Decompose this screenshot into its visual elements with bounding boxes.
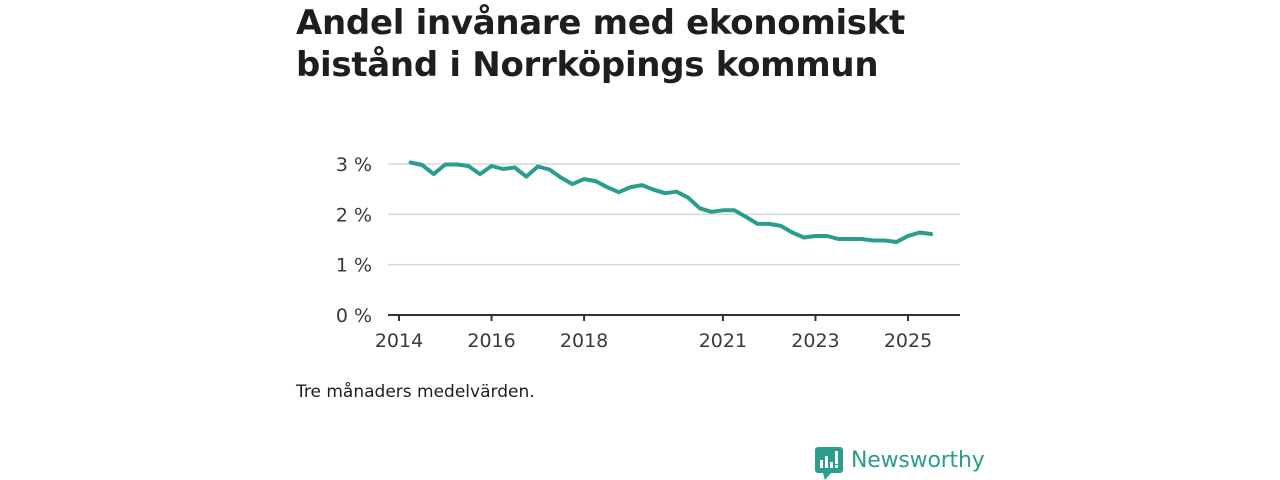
x-tick-label: 2025 bbox=[884, 330, 932, 352]
chart-caption: Tre månaders medelvärden. bbox=[296, 382, 535, 402]
x-tick-label: 2021 bbox=[699, 330, 747, 352]
x-tick-label: 2023 bbox=[791, 330, 839, 352]
y-tick-label: 1 % bbox=[336, 255, 372, 277]
y-tick-label: 3 % bbox=[336, 154, 372, 176]
grid-lines bbox=[388, 163, 960, 266]
brand-name: Newsworthy bbox=[851, 448, 985, 473]
series-layer bbox=[408, 160, 934, 244]
y-axis-labels: 0 % 1 % 2 % 3 % bbox=[336, 154, 372, 327]
chart-title: Andel invånare med ekonomiskt bistånd i … bbox=[296, 3, 906, 85]
y-tick-label: 2 % bbox=[336, 204, 372, 226]
x-axis-labels: 2014 2016 2018 2021 2023 2025 bbox=[375, 330, 932, 352]
bar-chart-speech-bubble-icon bbox=[815, 447, 843, 480]
x-tick-label: 2014 bbox=[375, 330, 423, 352]
x-axis bbox=[388, 314, 960, 321]
series-line bbox=[408, 160, 934, 244]
x-tick-label: 2016 bbox=[467, 330, 515, 352]
newsworthy-logo: Newsworthy bbox=[815, 446, 985, 480]
x-tick-label: 2018 bbox=[560, 330, 608, 352]
y-tick-label: 0 % bbox=[336, 305, 372, 327]
